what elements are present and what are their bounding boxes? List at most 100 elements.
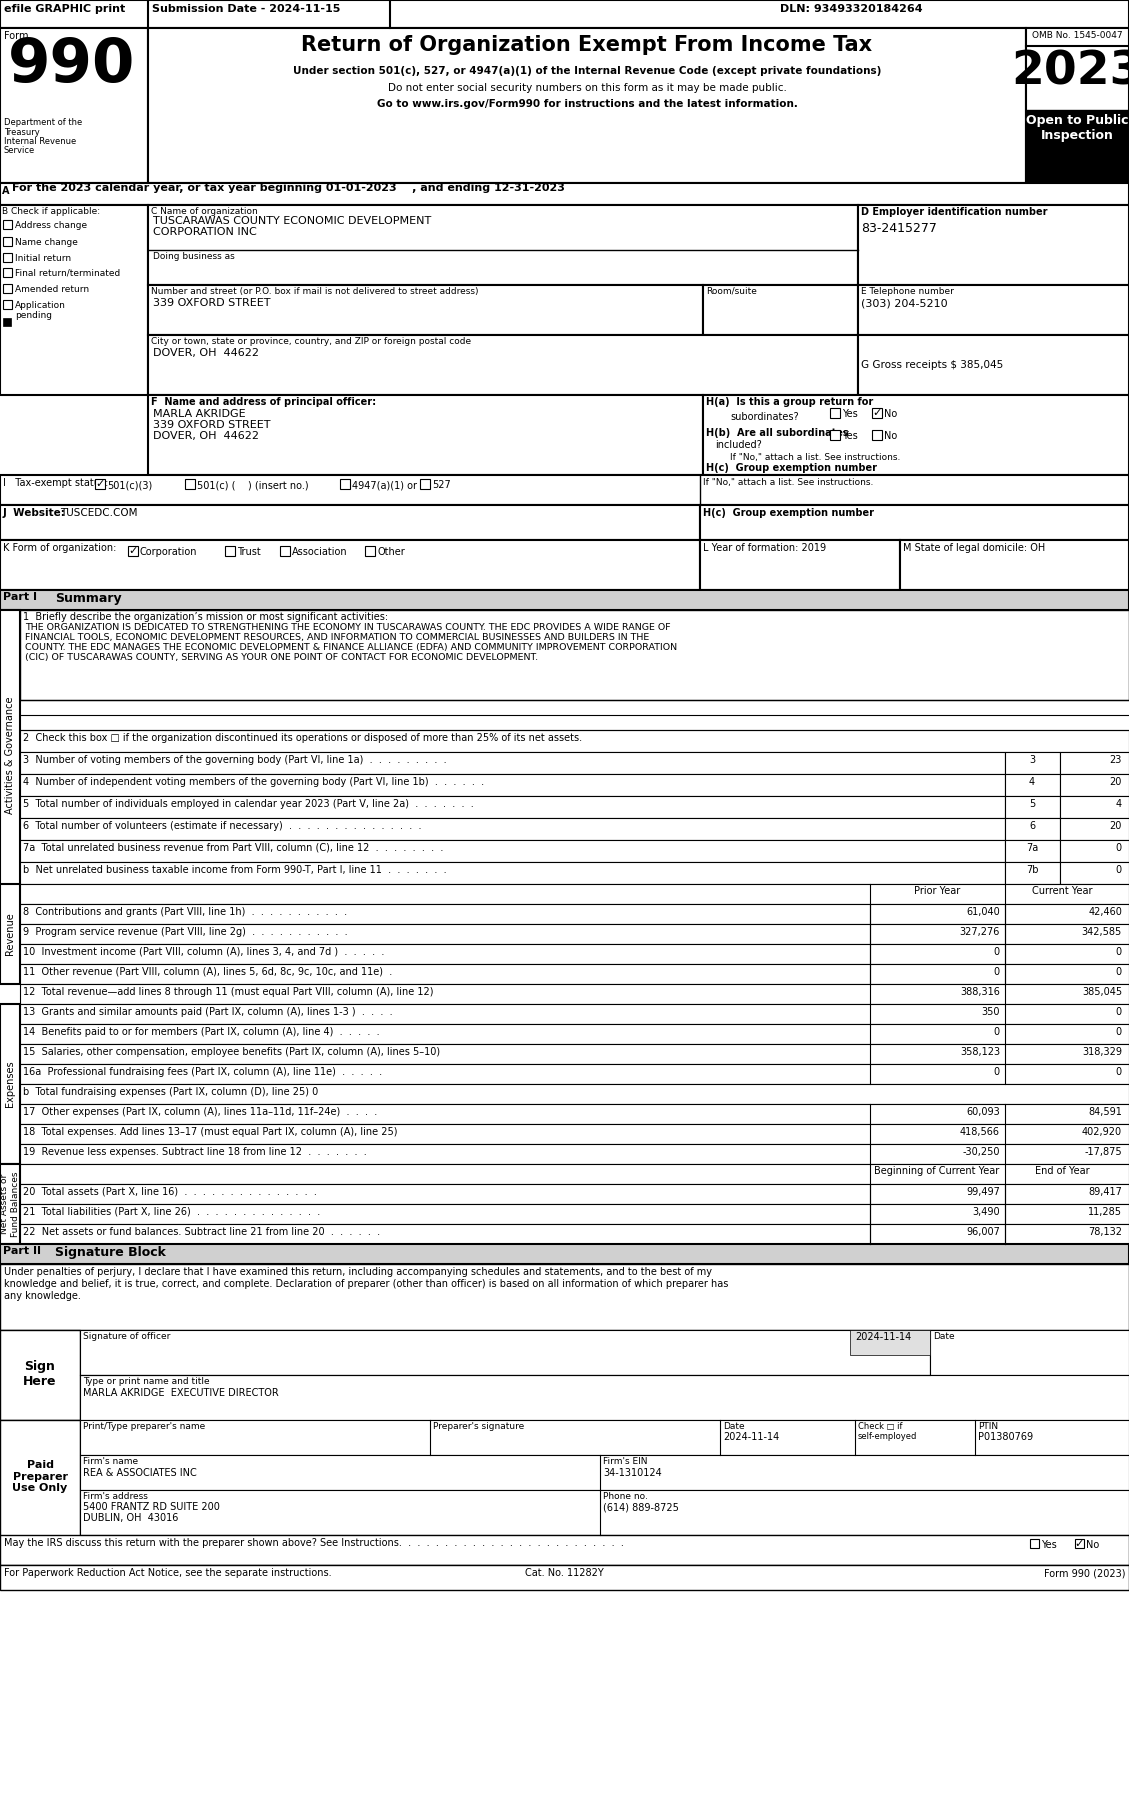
Text: 5400 FRANTZ RD SUITE 200: 5400 FRANTZ RD SUITE 200 (84, 1502, 220, 1512)
Text: COUNTY. THE EDC MANAGES THE ECONOMIC DEVELOPMENT & FINANCE ALLIANCE (EDFA) AND C: COUNTY. THE EDC MANAGES THE ECONOMIC DEV… (25, 642, 677, 651)
Bar (1060, 797, 1129, 819)
Text: Treasury: Treasury (5, 127, 40, 136)
Text: Number and street (or P.O. box if mail is not delivered to street address): Number and street (or P.O. box if mail i… (151, 287, 479, 296)
Text: 990: 990 (8, 36, 135, 95)
Bar (95, 478, 105, 489)
Text: 22  Net assets or fund balances. Subtract line 21 from line 20  .  .  .  .  .  .: 22 Net assets or fund balances. Subtract… (23, 1228, 380, 1237)
Text: Name change: Name change (15, 238, 78, 247)
Text: 501(c) (    ) (insert no.): 501(c) ( ) (insert no.) (196, 480, 308, 489)
Bar (0, 184, 1129, 206)
Text: Association: Association (292, 548, 348, 557)
Text: efile GRAPHIC print: efile GRAPHIC print (5, 4, 125, 15)
Text: 2  Check this box □ if the organization discontinued its operations or disposed : 2 Check this box □ if the organization d… (23, 733, 583, 742)
Bar (20, 729, 1129, 751)
Text: Revenue: Revenue (5, 913, 15, 955)
Bar (20, 884, 1129, 904)
Bar (1005, 797, 1060, 819)
Text: Yes: Yes (842, 409, 858, 418)
Bar (20, 1024, 1129, 1044)
Bar (20, 1124, 1129, 1144)
Text: Type or print name and title: Type or print name and title (84, 1377, 210, 1386)
Text: 11,285: 11,285 (1088, 1208, 1122, 1217)
Text: 7a: 7a (1026, 842, 1039, 853)
Text: Form: Form (5, 31, 28, 42)
Text: Application
pending: Application pending (15, 300, 65, 320)
Text: DUBLIN, OH  43016: DUBLIN, OH 43016 (84, 1513, 178, 1523)
Bar (20, 819, 1005, 840)
Bar (1060, 751, 1129, 775)
Text: CORPORATION INC: CORPORATION INC (154, 227, 256, 236)
Bar (0, 475, 1129, 506)
Bar (830, 429, 840, 440)
Text: Firm's EIN: Firm's EIN (603, 1457, 648, 1466)
Text: Under section 501(c), 527, or 4947(a)(1) of the Internal Revenue Code (except pr: Under section 501(c), 527, or 4947(a)(1)… (292, 65, 882, 76)
Bar (280, 546, 290, 557)
Text: PTIN: PTIN (978, 1422, 998, 1432)
Text: 61,040: 61,040 (966, 908, 1000, 917)
Bar (0, 1421, 80, 1561)
Text: subordinates?: subordinates? (730, 411, 798, 422)
Bar (0, 884, 20, 984)
Text: 4: 4 (1115, 799, 1122, 809)
Text: Net Assets or
Fund Balances: Net Assets or Fund Balances (0, 1171, 19, 1237)
Bar (80, 1375, 1129, 1421)
Text: -30,250: -30,250 (963, 1148, 1000, 1157)
Bar (703, 286, 858, 335)
Text: F  Name and address of principal officer:: F Name and address of principal officer: (151, 397, 376, 407)
Text: Date: Date (723, 1422, 745, 1432)
Text: H(c)  Group exemption number: H(c) Group exemption number (703, 508, 874, 518)
Text: 8  Contributions and grants (Part VIII, line 1h)  .  .  .  .  .  .  .  .  .  .  : 8 Contributions and grants (Part VIII, l… (23, 908, 347, 917)
Text: Prior Year: Prior Year (913, 886, 960, 897)
Text: 42,460: 42,460 (1088, 908, 1122, 917)
Text: 18  Total expenses. Add lines 13–17 (must equal Part IX, column (A), line 25): 18 Total expenses. Add lines 13–17 (must… (23, 1128, 397, 1137)
Bar (1060, 862, 1129, 884)
Text: b  Total fundraising expenses (Part IX, column (D), line 25) 0: b Total fundraising expenses (Part IX, c… (23, 1088, 318, 1097)
Text: Firm's name: Firm's name (84, 1457, 138, 1466)
Text: May the IRS discuss this return with the preparer shown above? See Instructions.: May the IRS discuss this return with the… (5, 1539, 624, 1548)
Bar (700, 540, 900, 589)
Bar (20, 984, 1129, 1004)
Bar (340, 478, 350, 489)
Text: 17  Other expenses (Part IX, column (A), lines 11a–11d, 11f–24e)  .  .  .  .: 17 Other expenses (Part IX, column (A), … (23, 1108, 377, 1117)
Text: Corporation: Corporation (140, 548, 198, 557)
Text: THE ORGANIZATION IS DEDICATED TO STRENGTHENING THE ECONOMY IN TUSCARAWAS COUNTY.: THE ORGANIZATION IS DEDICATED TO STRENGT… (25, 622, 671, 631)
Text: 5: 5 (1029, 799, 1035, 809)
Bar (1005, 862, 1060, 884)
Text: Department of the: Department of the (5, 118, 82, 127)
Text: L Year of formation: 2019: L Year of formation: 2019 (703, 544, 826, 553)
Bar (20, 964, 1129, 984)
Text: 60,093: 60,093 (966, 1108, 1000, 1117)
Bar (1005, 751, 1060, 775)
Bar (0, 0, 1129, 27)
Text: 96,007: 96,007 (966, 1228, 1000, 1237)
Bar (20, 1184, 1129, 1204)
Bar (20, 1204, 1129, 1224)
Bar (148, 286, 703, 335)
Bar (900, 540, 1129, 589)
Text: H(c)  Group exemption number: H(c) Group exemption number (706, 464, 877, 473)
Text: 0: 0 (994, 948, 1000, 957)
Text: Firm's address: Firm's address (84, 1492, 148, 1501)
Text: Address change: Address change (15, 220, 87, 229)
Text: Check □ if: Check □ if (858, 1422, 902, 1432)
Text: 78,132: 78,132 (1088, 1228, 1122, 1237)
Bar (0, 589, 1129, 609)
Text: MARLA AKRIDGE  EXECUTIVE DIRECTOR: MARLA AKRIDGE EXECUTIVE DIRECTOR (84, 1388, 279, 1399)
Text: OMB No. 1545-0047: OMB No. 1545-0047 (1032, 31, 1122, 40)
Text: 385,045: 385,045 (1082, 988, 1122, 997)
Text: MARLA AKRIDGE: MARLA AKRIDGE (154, 409, 246, 418)
Text: E Telephone number: E Telephone number (861, 287, 954, 296)
Text: 10  Investment income (Part VIII, column (A), lines 3, 4, and 7d )  .  .  .  .  : 10 Investment income (Part VIII, column … (23, 948, 384, 957)
Text: 0: 0 (1115, 866, 1122, 875)
Text: 12  Total revenue—add lines 8 through 11 (must equal Part VIII, column (A), line: 12 Total revenue—add lines 8 through 11 … (23, 988, 434, 997)
Text: End of Year: End of Year (1034, 1166, 1089, 1177)
Bar (1005, 840, 1060, 862)
Bar (80, 1330, 930, 1375)
Text: I   Tax-exempt status:: I Tax-exempt status: (3, 478, 108, 487)
Bar (0, 1164, 20, 1244)
Text: 3: 3 (1029, 755, 1035, 766)
Text: 0: 0 (1115, 948, 1122, 957)
Text: P01380769: P01380769 (978, 1432, 1033, 1442)
Text: 7a  Total unrelated business revenue from Part VIII, column (C), line 12  .  .  : 7a Total unrelated business revenue from… (23, 842, 444, 853)
Bar (3, 267, 12, 276)
